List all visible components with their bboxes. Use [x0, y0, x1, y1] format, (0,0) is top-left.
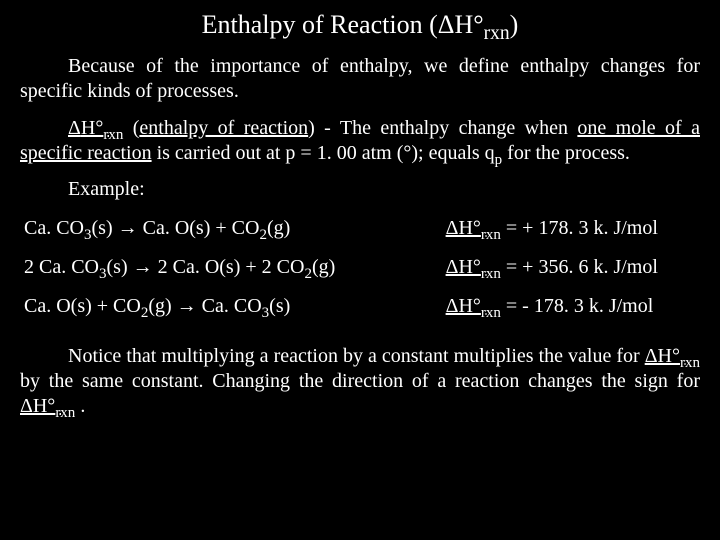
def-term: enthalpy of reaction — [139, 117, 308, 139]
rxn-text: Ca. CO — [24, 217, 84, 239]
rxn-text: (g) — [312, 256, 335, 278]
reactions-table: Ca. CO3(s) → Ca. O(s) + CO2(g) ΔH°rxn = … — [20, 209, 700, 326]
val-sub: rxn — [481, 266, 501, 282]
value-symbol: ΔH°rxn — [446, 217, 501, 239]
rxn-sub: 3 — [84, 227, 92, 243]
value-symbol: ΔH°rxn — [446, 256, 501, 278]
rxn-text: (s) → 2 Ca. O(s) + 2 CO — [107, 256, 305, 278]
val-pre: ΔH° — [446, 295, 481, 317]
title-delta: Δ — [438, 10, 455, 39]
value-cell: ΔH°rxn = + 356. 6 k. J/mol — [442, 248, 700, 287]
reaction-cell: 2 Ca. CO3(s) → 2 Ca. O(s) + 2 CO2(g) — [20, 248, 442, 287]
table-row: 2 Ca. CO3(s) → 2 Ca. O(s) + 2 CO2(g) ΔH°… — [20, 248, 700, 287]
def-mid1: ) - The enthalpy change when — [308, 117, 577, 139]
title-post: ) — [510, 10, 519, 39]
rxn-sub: 3 — [99, 266, 107, 282]
intro-paragraph: Because of the importance of enthalpy, w… — [20, 54, 700, 104]
reaction-cell: Ca. O(s) + CO2(g) → Ca. CO3(s) — [20, 287, 442, 326]
rxn-text: 2 Ca. CO — [24, 256, 99, 278]
table-row: Ca. CO3(s) → Ca. O(s) + CO2(g) ΔH°rxn = … — [20, 209, 700, 248]
def-delta: Δ — [68, 117, 81, 139]
rxn-text: (s) — [269, 295, 290, 317]
val-pre: ΔH° — [446, 217, 481, 239]
val-sub: rxn — [481, 305, 501, 321]
value-cell: ΔH°rxn = + 178. 3 k. J/mol — [442, 209, 700, 248]
title-h: H — [454, 10, 473, 39]
val-post: = + 178. 3 k. J/mol — [501, 217, 658, 239]
definition-paragraph: ΔH°rxn (enthalpy of reaction) - The enth… — [20, 116, 700, 166]
footer-sym1: ΔH°rxn — [645, 345, 700, 367]
slide-container: Enthalpy of Reaction (ΔH°rxn) Because of… — [0, 0, 720, 441]
rxn-sub: 2 — [259, 227, 267, 243]
rxn-text: (s) → Ca. O(s) + CO — [92, 217, 260, 239]
footer-t1: Notice that multiplying a reaction by a … — [68, 345, 645, 367]
val-post: = - 178. 3 k. J/mol — [501, 295, 653, 317]
value-cell: ΔH°rxn = - 178. 3 k. J/mol — [442, 287, 700, 326]
footer-sym-sub: rxn — [680, 355, 700, 371]
footer-sym-pre: ΔH° — [20, 395, 55, 417]
val-sub: rxn — [481, 227, 501, 243]
def-h: H° — [81, 117, 103, 139]
val-pre: ΔH° — [446, 256, 481, 278]
slide-title: Enthalpy of Reaction (ΔH°rxn) — [20, 10, 700, 40]
value-symbol: ΔH°rxn — [446, 295, 501, 317]
table-row: Ca. O(s) + CO2(g) → Ca. CO3(s) ΔH°rxn = … — [20, 287, 700, 326]
footer-sym-sub: rxn — [55, 405, 75, 421]
rxn-text: (g) → Ca. CO — [148, 295, 261, 317]
title-sub: rxn — [484, 23, 510, 44]
reaction-cell: Ca. CO3(s) → Ca. O(s) + CO2(g) — [20, 209, 442, 248]
footer-paragraph: Notice that multiplying a reaction by a … — [20, 344, 700, 419]
title-deg: ° — [473, 10, 483, 39]
intro-text: Because of the importance of enthalpy, w… — [20, 55, 700, 102]
footer-sym-pre: ΔH° — [645, 345, 680, 367]
def-mid3: for the process. — [502, 142, 630, 164]
title-pre: Enthalpy of Reaction ( — [202, 10, 438, 39]
footer-t3: . — [75, 395, 85, 417]
footer-sym2: ΔH°rxn — [20, 395, 75, 417]
val-post: = + 356. 6 k. J/mol — [501, 256, 658, 278]
def-sub: rxn — [103, 127, 123, 143]
rxn-sub: 2 — [304, 266, 312, 282]
footer-t2: by the same constant. Changing the direc… — [20, 370, 700, 392]
def-mid2: is carried out at p = 1. 00 atm (°); equ… — [152, 142, 495, 164]
def-symbol: ΔH°rxn — [68, 117, 123, 139]
rxn-text: Ca. O(s) + CO — [24, 295, 141, 317]
example-label: Example: — [68, 178, 700, 201]
rxn-text: (g) — [267, 217, 290, 239]
